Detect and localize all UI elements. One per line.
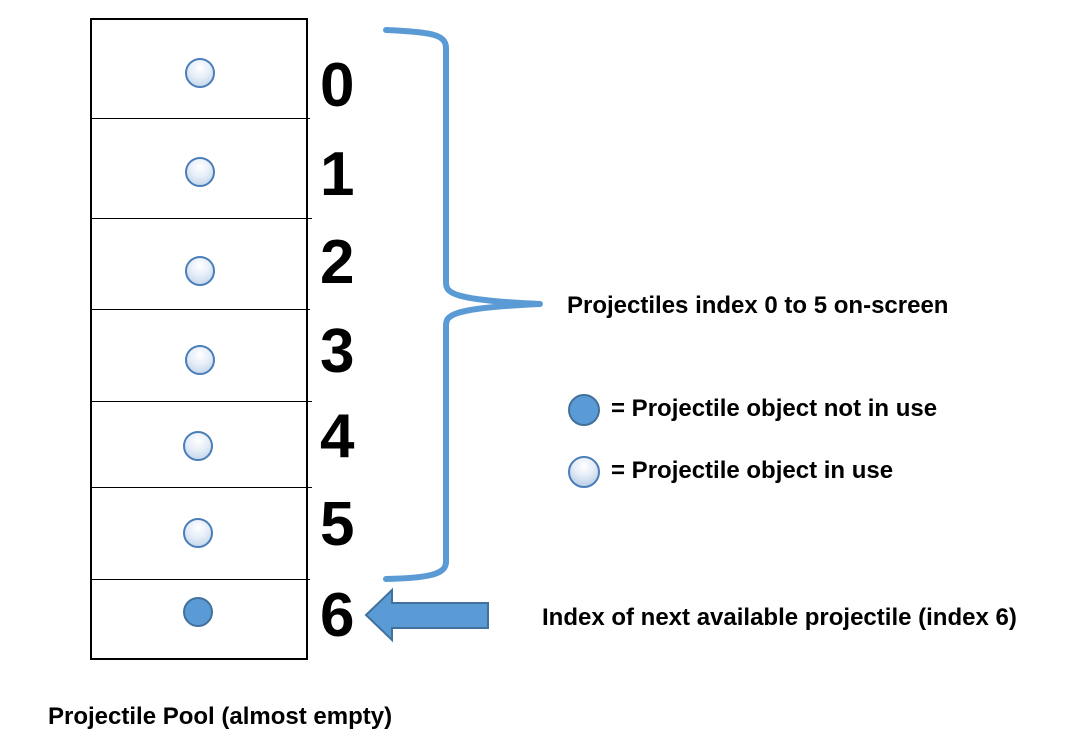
slot-index-2: 2: [320, 228, 355, 297]
next-available-label: Index of next available projectile (inde…: [542, 604, 1017, 631]
row-divider: [90, 218, 312, 219]
row-divider: [90, 401, 312, 402]
slot-index-5: 5: [320, 490, 355, 559]
pool-container: [90, 18, 308, 660]
legend-not-in-use-label: = Projectile object not in use: [611, 395, 938, 422]
row-divider: [90, 309, 310, 310]
slot-4-projectile-icon: [183, 431, 213, 461]
slot-index-3: 3: [320, 317, 355, 386]
row-divider: [90, 579, 310, 580]
legend-in-use-label: = Projectile object in use: [611, 457, 894, 484]
slot-index-4: 4: [320, 402, 355, 471]
curly-brace-icon: [383, 27, 543, 582]
slot-1-projectile-icon: [185, 157, 215, 187]
slot-3-projectile-icon: [185, 345, 215, 375]
slot-index-0: 0: [320, 51, 355, 120]
slot-2-projectile-icon: [185, 256, 215, 286]
row-divider: [90, 118, 310, 119]
pool-caption: Projectile Pool (almost empty): [48, 703, 393, 730]
slot-index-6: 6: [320, 581, 355, 650]
bracket-label: Projectiles index 0 to 5 on-screen: [567, 292, 949, 319]
slot-6-projectile-icon: [183, 597, 213, 627]
row-divider: [90, 487, 312, 488]
slot-5-projectile-icon: [183, 518, 213, 548]
legend-not-in-use-icon: [568, 394, 600, 426]
left-arrow-icon: [364, 587, 489, 643]
slot-index-1: 1: [320, 140, 355, 209]
legend-in-use-icon: [568, 456, 600, 488]
slot-0-projectile-icon: [185, 58, 215, 88]
